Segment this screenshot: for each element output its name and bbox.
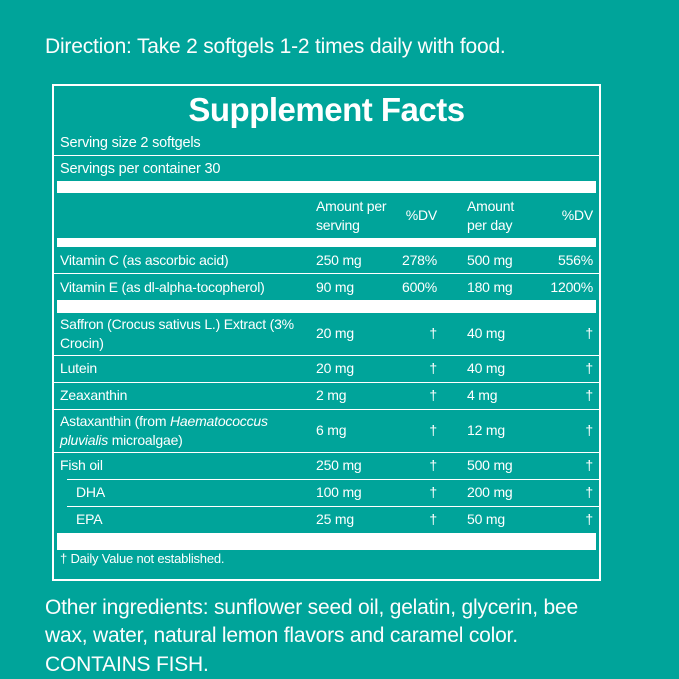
amount-per-serving-value: 100 mg: [316, 484, 362, 501]
amount-per-serving-value: 250 mg: [316, 457, 362, 474]
amount-per-serving-value: 20 mg: [316, 325, 354, 342]
amount-per-day-value: 500 mg: [467, 251, 513, 268]
header-dv-day: %DV: [561, 207, 593, 224]
table-row-dha: DHA 100 mg † 200 mg †: [54, 480, 599, 506]
amount-per-day-value: 50 mg: [467, 511, 505, 528]
supplement-facts-title: Supplement Facts: [188, 91, 465, 128]
dv-serving-value: †: [429, 422, 437, 439]
serving-size-text: Serving size 2 softgels: [60, 134, 201, 151]
header-amount-per-day: Amount per day: [467, 198, 515, 233]
dv-serving-value: †: [429, 360, 437, 377]
direction-text: Direction: Take 2 softgels 1-2 times dai…: [45, 35, 506, 58]
amount-per-serving-value: 90 mg: [316, 278, 354, 295]
amount-per-serving-value: 25 mg: [316, 511, 354, 528]
separator-line: [67, 505, 599, 507]
table-row-vitamin-e: Vitamin E (as dl-alpha-tocopherol) 90 mg…: [54, 274, 599, 300]
separator-line: [54, 155, 599, 156]
dv-serving-value: 600%: [401, 278, 437, 295]
ingredient-name: Astaxanthin (from Haematococcus pluviali…: [54, 412, 316, 450]
ingredient-name: EPA: [76, 511, 103, 528]
amount-per-day-value: 4 mg: [467, 387, 498, 404]
ingredient-name-latin: Haematococcus pluvialis: [60, 412, 268, 448]
supplement-facts-panel: Supplement Facts Serving size 2 softgels…: [52, 84, 601, 581]
dv-serving-value: †: [429, 457, 437, 474]
ingredient-name: Vitamin E (as dl-alpha-tocopherol): [60, 278, 265, 295]
dv-day-value: †: [585, 325, 593, 342]
amount-per-day-value: 12 mg: [467, 422, 505, 439]
servings-per-container-text: Servings per container 30: [60, 160, 221, 177]
ingredient-name-part: Astaxanthin (from: [60, 412, 170, 429]
amount-per-day-value: 500 mg: [467, 457, 513, 474]
ingredient-name: Saffron (Crocus sativus L.) Extract (3% …: [60, 316, 294, 351]
table-row-lutein: Lutein 20 mg † 40 mg †: [54, 356, 599, 382]
separator-line: [54, 354, 599, 356]
dv-day-value: †: [585, 422, 593, 439]
table-row-zeaxanthin: Zeaxanthin 2 mg † 4 mg †: [54, 383, 599, 409]
dv-day-value: †: [585, 360, 593, 377]
section-bar: [57, 300, 596, 313]
section-bar: [57, 181, 596, 193]
table-row-epa: EPA 25 mg † 50 mg †: [54, 507, 599, 533]
ingredient-name: Vitamin C (as ascorbic acid): [60, 251, 229, 268]
dv-serving-value: 278%: [401, 251, 437, 268]
amount-per-serving-value: 6 mg: [316, 422, 347, 439]
separator-line: [54, 451, 599, 453]
separator-line: [67, 478, 599, 480]
table-row-fish-oil: Fish oil 250 mg † 500 mg †: [54, 453, 599, 479]
amount-per-serving-value: 250 mg: [316, 251, 362, 268]
dv-serving-value: †: [429, 484, 437, 501]
dv-day-value: †: [585, 484, 593, 501]
ingredient-name-part: microalgae): [108, 431, 183, 448]
section-bar: [57, 532, 596, 550]
separator-line: [54, 381, 599, 383]
dv-day-value: 1200%: [550, 278, 593, 295]
table-row-astaxanthin: Astaxanthin (from Haematococcus pluviali…: [54, 410, 599, 452]
separator-line: [54, 408, 599, 410]
ingredient-name: Fish oil: [60, 457, 103, 474]
ingredient-name: DHA: [76, 484, 105, 501]
amount-per-day-value: 40 mg: [467, 360, 505, 377]
dv-serving-value: †: [429, 387, 437, 404]
table-row-vitamin-c: Vitamin C (as ascorbic acid) 250 mg 278%…: [54, 247, 599, 273]
ingredient-name: Zeaxanthin: [60, 387, 128, 404]
amount-per-day-value: 180 mg: [467, 278, 513, 295]
dv-serving-value: †: [429, 325, 437, 342]
table-row-saffron: Saffron (Crocus sativus L.) Extract (3% …: [54, 313, 599, 355]
amount-per-serving-value: 2 mg: [316, 387, 347, 404]
other-ingredients-text: Other ingredients: sunflower seed oil, g…: [45, 596, 578, 676]
ingredient-name: Lutein: [60, 360, 97, 377]
header-dv-serving: %DV: [405, 207, 437, 224]
dv-day-value: †: [585, 387, 593, 404]
dv-serving-value: †: [429, 511, 437, 528]
column-header-row: Amount per serving %DV Amount per day %D…: [54, 193, 599, 238]
amount-per-day-value: 200 mg: [467, 484, 513, 501]
dv-day-value: †: [585, 457, 593, 474]
daily-value-footnote: † Daily Value not established.: [60, 550, 225, 566]
dv-day-value: †: [585, 511, 593, 528]
separator-line: [54, 273, 599, 274]
header-amount-per-serving: Amount per serving: [316, 198, 387, 233]
amount-per-day-value: 40 mg: [467, 325, 505, 342]
amount-per-serving-value: 20 mg: [316, 360, 354, 377]
section-bar: [57, 238, 596, 247]
dv-day-value: 556%: [557, 251, 593, 268]
